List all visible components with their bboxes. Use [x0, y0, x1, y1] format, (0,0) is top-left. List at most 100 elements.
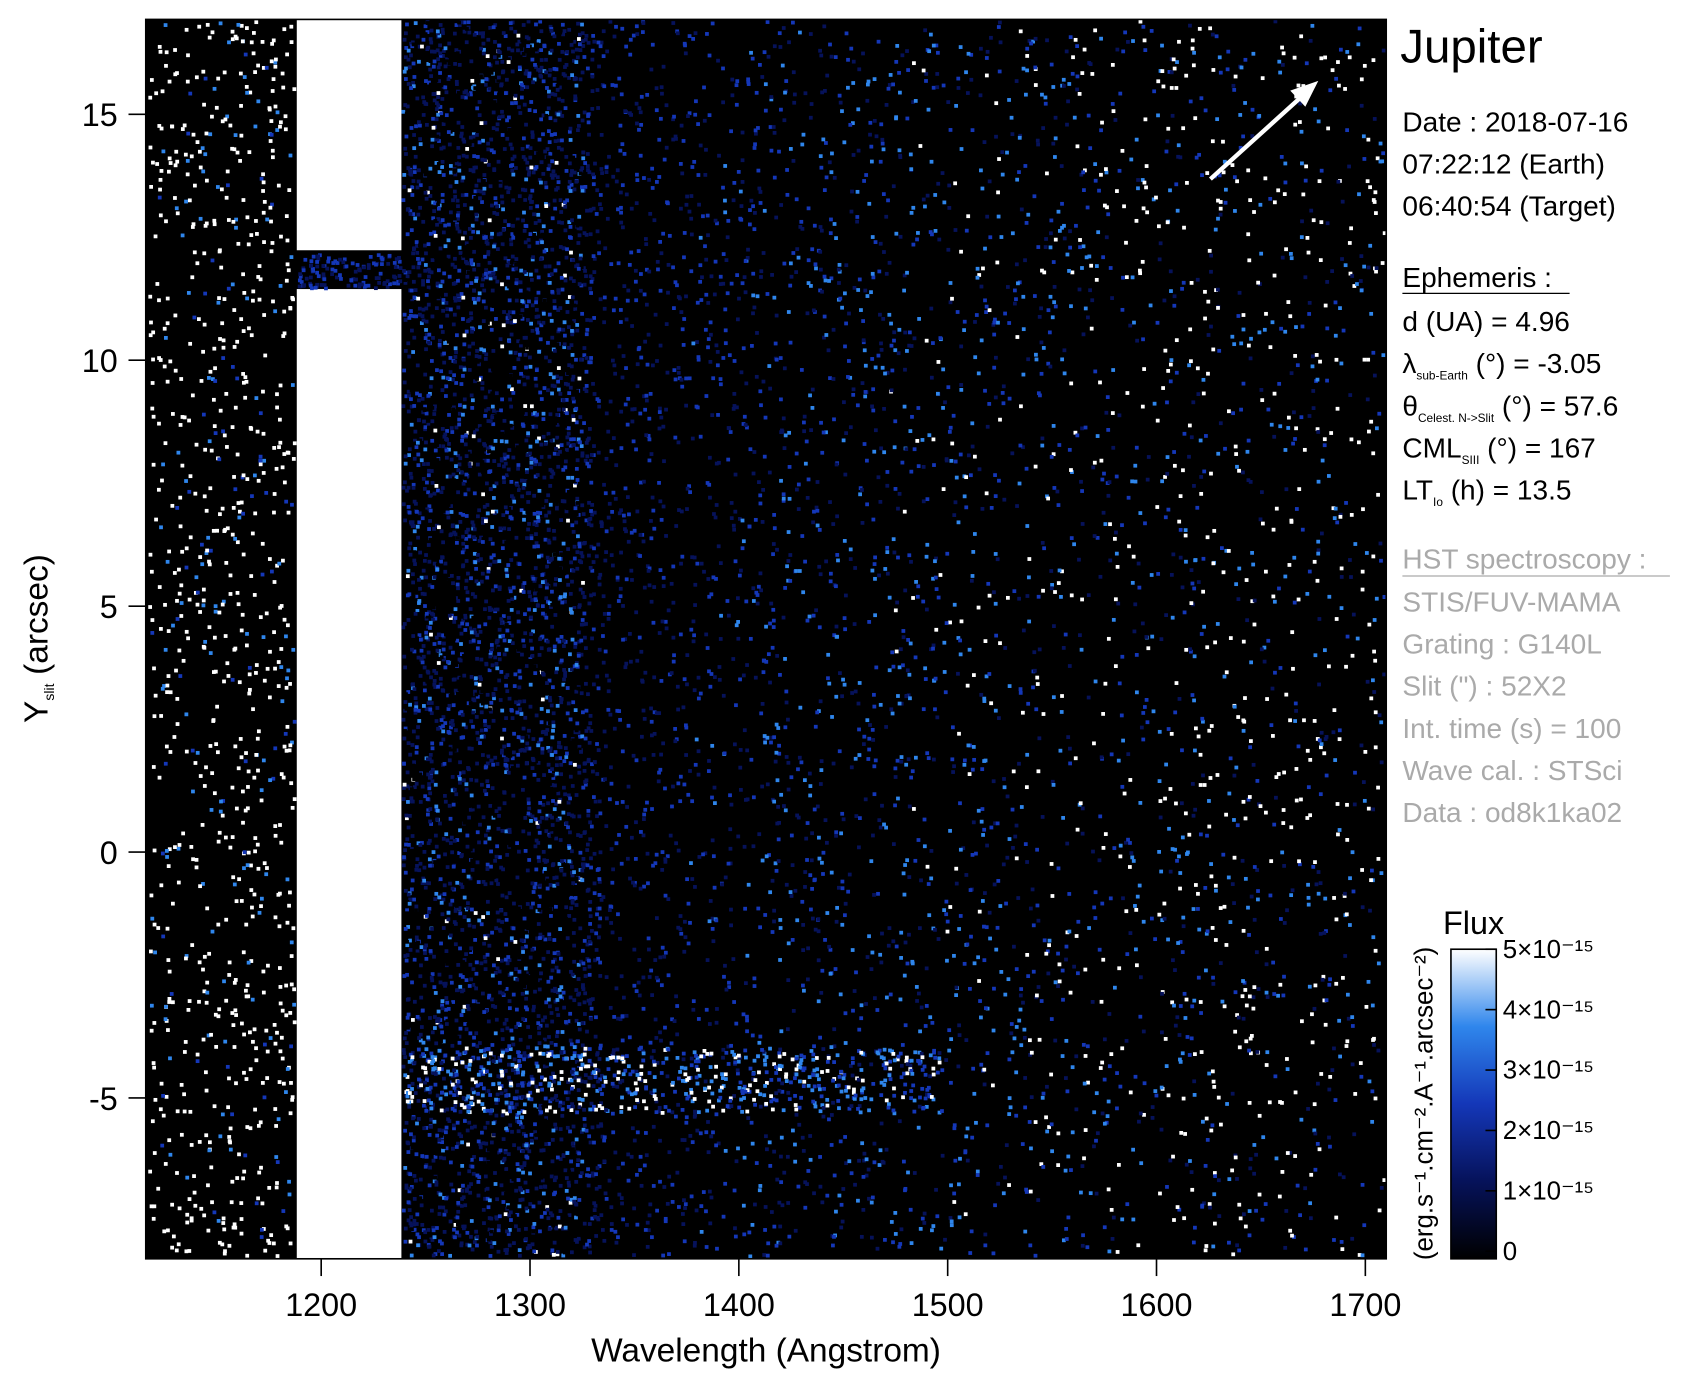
pixel [274, 1124, 279, 1128]
pixel [404, 360, 409, 365]
pixel [520, 494, 525, 499]
pixel [568, 1011, 573, 1016]
pixel [287, 1179, 291, 1184]
pixel [452, 296, 457, 300]
pixel [516, 735, 521, 739]
pixel [574, 988, 579, 992]
pixel [509, 1218, 513, 1222]
pixel [151, 462, 156, 467]
pixel [516, 1120, 521, 1124]
pixel [251, 51, 256, 56]
pixel [459, 1228, 463, 1232]
pixel [567, 101, 572, 106]
pixel [430, 240, 435, 244]
pixel [412, 170, 417, 174]
pixel [538, 1229, 542, 1234]
pixel [417, 261, 422, 266]
pixel [500, 242, 505, 247]
pixel [580, 868, 585, 873]
pixel [471, 327, 476, 332]
pixel [501, 1200, 506, 1204]
pixel [249, 574, 254, 578]
pixel [539, 1185, 543, 1190]
pixel [432, 682, 437, 687]
pixel [403, 55, 408, 60]
pixel [415, 251, 420, 255]
pixel [443, 432, 448, 437]
pixel [177, 567, 181, 572]
pixel [446, 1007, 451, 1011]
pixel [501, 1158, 506, 1163]
pixel [409, 1158, 414, 1163]
pixel [547, 435, 552, 440]
pixel [439, 146, 444, 151]
pixel [481, 1141, 486, 1146]
pixel [190, 393, 195, 398]
pixel [228, 123, 233, 128]
pixel [518, 736, 523, 741]
pixel [450, 93, 455, 98]
pixel [440, 486, 445, 490]
pixel [414, 745, 419, 750]
pixel [469, 576, 473, 581]
pixel [269, 249, 274, 254]
pixel [523, 715, 528, 720]
pixel [531, 255, 535, 260]
pixel [435, 999, 440, 1003]
pixel [240, 39, 245, 44]
pixel [523, 157, 528, 162]
pixel [456, 1209, 461, 1214]
pixel [466, 243, 471, 248]
pixel [460, 1210, 465, 1214]
pixel [451, 198, 455, 203]
pixel [548, 834, 552, 838]
pixel [556, 444, 560, 449]
pixel [261, 635, 266, 639]
pixel [448, 1055, 453, 1060]
pixel [404, 816, 409, 821]
pixel [155, 282, 160, 286]
pixel [464, 400, 468, 405]
pixel [223, 527, 227, 532]
pixel [220, 813, 225, 818]
pixel [447, 665, 452, 669]
pixel [438, 753, 443, 757]
pixel [539, 1060, 544, 1065]
pixel [569, 364, 574, 369]
pixel [547, 510, 552, 515]
pixel [435, 817, 439, 822]
pixel [521, 1170, 525, 1175]
pixel [467, 121, 472, 126]
pixel [527, 244, 532, 249]
pixel [429, 770, 434, 774]
pixel [290, 805, 295, 810]
pixel [448, 709, 453, 714]
pixel [416, 925, 421, 930]
pixel [484, 727, 488, 732]
pixel [409, 422, 414, 427]
pixel [173, 196, 177, 200]
pixel [508, 206, 513, 211]
pixel [477, 424, 482, 428]
pixel [254, 219, 258, 223]
pixel [527, 746, 532, 751]
pixel [465, 1128, 470, 1133]
pixel [410, 711, 415, 715]
pixel [448, 841, 453, 845]
pixel [552, 306, 557, 310]
pixel [445, 429, 449, 433]
pixel [487, 1147, 491, 1152]
pixel [500, 1028, 505, 1033]
pixel [431, 617, 435, 622]
pixel [455, 1230, 459, 1235]
pixel [579, 560, 584, 565]
pixel [424, 724, 429, 729]
pixel [416, 1117, 421, 1121]
pixel [408, 471, 413, 476]
pixel [554, 1126, 558, 1131]
pixel [278, 985, 283, 989]
pixel [447, 41, 452, 46]
pixel [178, 524, 183, 529]
pixel [525, 1054, 530, 1059]
pixel [256, 478, 261, 483]
